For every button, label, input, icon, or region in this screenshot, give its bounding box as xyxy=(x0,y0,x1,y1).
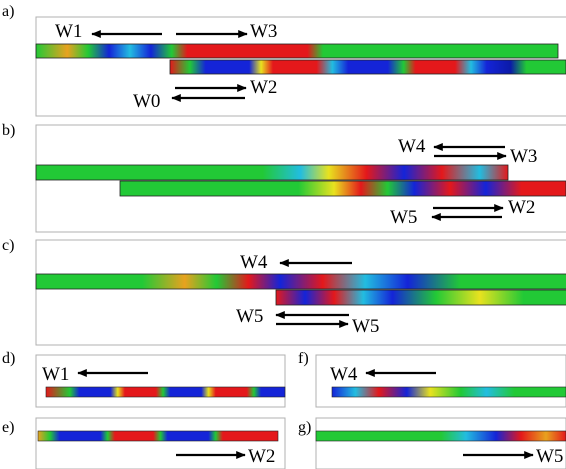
wave-label-w0-a: W0 xyxy=(133,91,160,112)
wave-label-w4-f: W4 xyxy=(330,364,358,385)
beam-f xyxy=(331,386,566,398)
panel-label-e: e) xyxy=(2,419,14,436)
panel-label-f: f) xyxy=(298,350,309,367)
upper-beam-b xyxy=(35,164,509,181)
panel-e: e) W2 xyxy=(2,417,286,469)
panel-f: f) W4 xyxy=(298,350,566,408)
panel-frame-g xyxy=(315,417,566,469)
beam-g xyxy=(315,430,566,442)
wave-label-w3-a: W3 xyxy=(250,21,277,42)
panel-a: a) W1 W3 W2 W0 xyxy=(2,3,566,117)
wave-label-w3-b: W3 xyxy=(510,146,537,167)
wave-label-w4-c: W4 xyxy=(240,252,268,273)
lower-beam-b xyxy=(119,180,566,197)
panel-g: g) W5 xyxy=(298,417,566,469)
panel-label-d: d) xyxy=(2,350,15,367)
lower-beam-a xyxy=(169,59,566,75)
panel-frame-a xyxy=(35,16,566,117)
panel-label-b: b) xyxy=(2,122,15,139)
wave-label-w2-b: W2 xyxy=(508,197,535,218)
wave-label-w4-b: W4 xyxy=(398,136,426,157)
wave-label-w2-e: W2 xyxy=(248,446,275,467)
panel-frame-e xyxy=(35,417,286,469)
upper-beam-a xyxy=(35,43,559,59)
panel-label-a: a) xyxy=(2,3,14,20)
panel-label-c: c) xyxy=(2,237,14,254)
lower-beam-c xyxy=(275,289,566,306)
panel-c: c) W4 W5 W5 xyxy=(2,237,566,346)
panel-d: d) W1 xyxy=(2,350,286,408)
panel-frame-d xyxy=(35,354,286,408)
wave-label-w1-a: W1 xyxy=(55,21,82,42)
wave-label-w5-g: W5 xyxy=(536,446,563,467)
panel-b: b) W4 W3 W2 W5 xyxy=(2,122,566,233)
wave-label-w5-right-c: W5 xyxy=(352,316,379,337)
wave-label-w2-a: W2 xyxy=(250,77,277,98)
wave-label-w1-d: W1 xyxy=(42,364,69,385)
panel-frame-f xyxy=(315,354,566,408)
beam-d xyxy=(45,386,286,398)
panel-frame-c xyxy=(35,239,566,346)
panel-label-g: g) xyxy=(298,419,311,436)
beam-e xyxy=(37,430,279,442)
upper-beam-c xyxy=(35,273,566,290)
wave-label-w5-left-c: W5 xyxy=(236,306,263,327)
wave-label-w5-b: W5 xyxy=(390,207,417,228)
